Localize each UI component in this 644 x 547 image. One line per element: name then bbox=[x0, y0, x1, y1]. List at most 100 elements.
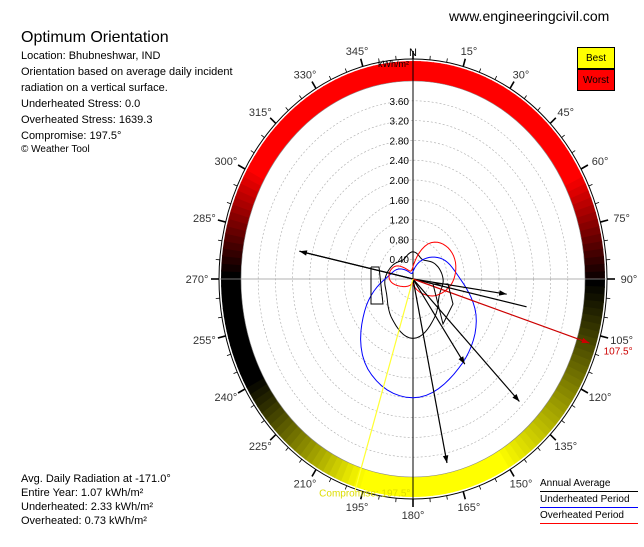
angle-label: 330° bbox=[294, 70, 317, 82]
ring-segment bbox=[471, 74, 486, 96]
ring-segment bbox=[532, 122, 552, 143]
radial-tick-label: 0.40 bbox=[390, 255, 410, 266]
ring-segment bbox=[567, 183, 589, 200]
ring-segment bbox=[232, 196, 254, 212]
azimuth-tick bbox=[217, 316, 223, 319]
ring-segment bbox=[509, 98, 527, 120]
ring-segment bbox=[234, 352, 256, 368]
series-curve-2 bbox=[388, 241, 457, 297]
ring-segment bbox=[584, 279, 605, 288]
ring-segment bbox=[328, 79, 344, 102]
azimuth-tick bbox=[446, 58, 448, 63]
ring-segment bbox=[226, 217, 248, 232]
ring-segment bbox=[347, 71, 361, 93]
ring-segment bbox=[578, 218, 600, 233]
azimuth-tick bbox=[537, 447, 541, 451]
ring-segment bbox=[237, 182, 259, 199]
radial-tick-label: 1.20 bbox=[390, 216, 410, 227]
series-curve-1 bbox=[360, 256, 477, 399]
ring-segment bbox=[413, 61, 421, 82]
azimuth-tick bbox=[299, 458, 303, 463]
angle-label: 90° bbox=[621, 274, 638, 286]
ring-segment bbox=[261, 137, 282, 158]
azimuth-tick bbox=[509, 469, 515, 477]
azimuth-tick bbox=[359, 58, 364, 67]
ring-segment bbox=[544, 400, 565, 421]
ring-segment bbox=[555, 157, 577, 175]
ring-segment bbox=[561, 170, 583, 187]
ring-segment bbox=[536, 411, 556, 432]
legend-annual-label: Annual Average bbox=[540, 478, 611, 489]
ring-segment bbox=[299, 438, 317, 460]
ring-segment bbox=[243, 169, 265, 187]
angle-label: 135° bbox=[554, 441, 577, 453]
ring-segment bbox=[536, 127, 557, 148]
azimuth-tick bbox=[311, 81, 317, 89]
ring-segment bbox=[576, 211, 598, 226]
ring-segment bbox=[284, 111, 304, 132]
azimuth-tick bbox=[237, 388, 246, 394]
ring-segment bbox=[359, 469, 372, 491]
azimuth-tick bbox=[226, 353, 231, 356]
ring-segment bbox=[419, 61, 428, 82]
worst-legend: Worst bbox=[577, 69, 615, 91]
azimuth-tick bbox=[580, 164, 589, 170]
spoke-line bbox=[412, 278, 507, 295]
ring-segment bbox=[561, 371, 583, 389]
ring-segment bbox=[569, 353, 592, 369]
azimuth-tick bbox=[311, 469, 317, 477]
ring-segment bbox=[572, 197, 594, 213]
azimuth-tick bbox=[328, 75, 332, 80]
ring-segment bbox=[240, 175, 262, 193]
azimuth-tick bbox=[523, 458, 527, 463]
ring-segment bbox=[399, 61, 408, 82]
azimuth-tick bbox=[580, 388, 589, 394]
site-url[interactable]: www.engineeringcivil.com bbox=[449, 8, 610, 24]
ring-segment bbox=[237, 358, 259, 375]
ring-segment bbox=[257, 143, 279, 163]
ring-segment bbox=[261, 400, 282, 420]
ring-segment bbox=[250, 156, 271, 175]
azimuth-tick bbox=[603, 316, 609, 319]
angle-label: 225° bbox=[249, 441, 272, 453]
ring-segment bbox=[230, 339, 252, 354]
azimuth-tick bbox=[299, 95, 303, 100]
ring-segment bbox=[454, 67, 467, 89]
angle-label: 345° bbox=[346, 46, 369, 58]
angle-label: 285° bbox=[193, 213, 216, 225]
stats-over: Overheated: 0.73 kWh/m² bbox=[21, 515, 147, 527]
stats-entire: Entire Year: 1.07 kWh/m² bbox=[21, 487, 144, 499]
ring-segment bbox=[513, 435, 532, 457]
spoke-arrowhead bbox=[512, 394, 520, 402]
angle-label: 270° bbox=[186, 274, 209, 286]
angle-label: 120° bbox=[589, 392, 612, 404]
ring-segment bbox=[460, 69, 474, 92]
azimuth-tick bbox=[359, 491, 364, 500]
ring-segment bbox=[269, 410, 290, 431]
ring-segment bbox=[360, 67, 373, 89]
azimuth-tick bbox=[523, 95, 527, 100]
ring-segment bbox=[482, 79, 499, 102]
ring-segment bbox=[294, 101, 313, 123]
stats-avg: Avg. Daily Radiation at -171.0° bbox=[21, 473, 171, 485]
ring-segment bbox=[470, 462, 485, 485]
ring-segment bbox=[518, 107, 538, 128]
azimuth-tick bbox=[226, 202, 231, 205]
legend-annual-line bbox=[540, 491, 638, 492]
ring-segment bbox=[311, 89, 328, 112]
spoke-arrowhead bbox=[442, 455, 449, 463]
ring-segment bbox=[221, 270, 242, 279]
ring-segment bbox=[477, 76, 493, 99]
azimuth-tick bbox=[600, 219, 609, 223]
angle-label: 165° bbox=[458, 502, 481, 514]
ring-segment bbox=[249, 383, 271, 401]
legend-underheated-label: Underheated Period bbox=[540, 494, 630, 505]
ring-segment bbox=[523, 112, 543, 133]
ring-segment bbox=[453, 469, 466, 491]
ring-segment bbox=[289, 106, 308, 128]
chart-title: Optimum Orientation bbox=[21, 29, 169, 46]
compromise-label: Compromise: 197.5° bbox=[319, 488, 410, 499]
ring-segment bbox=[366, 65, 379, 87]
ring-segment bbox=[372, 472, 384, 494]
ring-segment bbox=[482, 456, 498, 479]
